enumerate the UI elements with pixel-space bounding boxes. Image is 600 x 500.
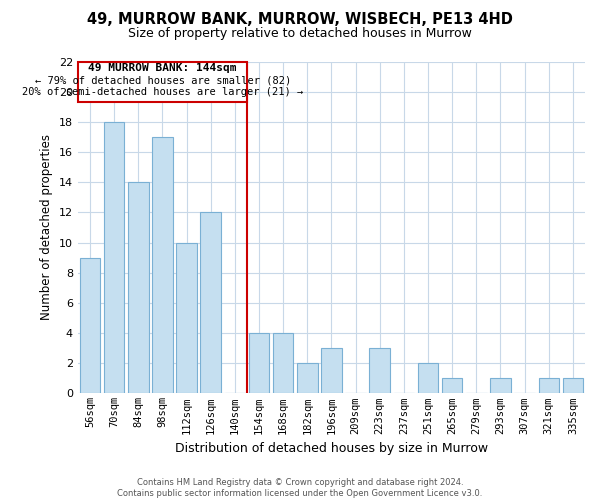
Bar [176, 242, 197, 394]
Bar [490, 378, 511, 394]
FancyBboxPatch shape [79, 62, 247, 102]
Bar [273, 333, 293, 394]
Bar [297, 363, 317, 394]
Bar [152, 137, 173, 394]
Text: Contains HM Land Registry data © Crown copyright and database right 2024.
Contai: Contains HM Land Registry data © Crown c… [118, 478, 482, 498]
Bar [539, 378, 559, 394]
Text: 20% of semi-detached houses are larger (21) →: 20% of semi-detached houses are larger (… [22, 88, 303, 98]
Bar [80, 258, 100, 394]
Text: 49, MURROW BANK, MURROW, WISBECH, PE13 4HD: 49, MURROW BANK, MURROW, WISBECH, PE13 4… [87, 12, 513, 28]
Bar [442, 378, 463, 394]
Bar [563, 378, 583, 394]
Text: 49 MURROW BANK: 144sqm: 49 MURROW BANK: 144sqm [88, 64, 237, 74]
Y-axis label: Number of detached properties: Number of detached properties [40, 134, 53, 320]
Bar [418, 363, 439, 394]
Bar [128, 182, 149, 394]
Text: ← 79% of detached houses are smaller (82): ← 79% of detached houses are smaller (82… [35, 76, 291, 86]
Bar [200, 212, 221, 394]
Bar [104, 122, 124, 394]
Text: Size of property relative to detached houses in Murrow: Size of property relative to detached ho… [128, 28, 472, 40]
Bar [249, 333, 269, 394]
Bar [321, 348, 342, 394]
Bar [370, 348, 390, 394]
X-axis label: Distribution of detached houses by size in Murrow: Distribution of detached houses by size … [175, 442, 488, 455]
